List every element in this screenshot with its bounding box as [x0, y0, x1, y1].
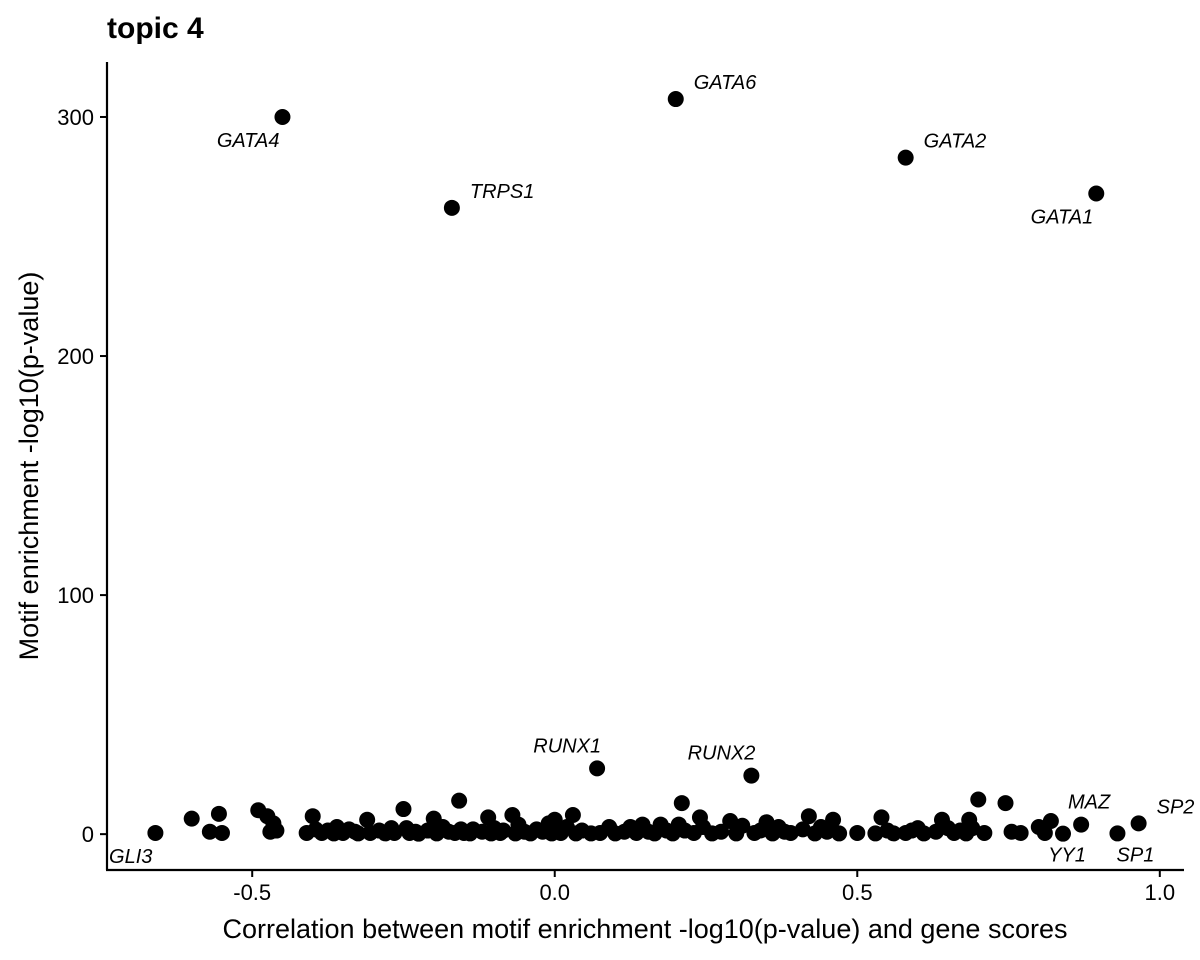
- x-tick-label: 0.5: [842, 880, 873, 905]
- data-point: [1042, 812, 1059, 829]
- data-point: [210, 805, 227, 822]
- data-point: [885, 825, 902, 842]
- data-point-gli3: [147, 824, 164, 841]
- data-point: [997, 795, 1014, 812]
- y-tick-label: 300: [57, 105, 94, 130]
- data-point: [734, 817, 751, 834]
- point-label-sp1: SP1: [1117, 844, 1155, 866]
- data-point-runx1: [589, 760, 606, 777]
- point-label-sp2: SP2: [1157, 796, 1195, 818]
- point-label-gata1: GATA1: [1031, 206, 1094, 228]
- y-tick-label: 200: [57, 344, 94, 369]
- data-point: [867, 825, 884, 842]
- data-point: [673, 795, 690, 812]
- y-tick-label: 100: [57, 583, 94, 608]
- data-point-sp2: [1130, 815, 1147, 832]
- data-point: [1012, 824, 1029, 841]
- data-point: [825, 811, 842, 828]
- x-tick-label: 1.0: [1145, 880, 1176, 905]
- data-point: [183, 810, 200, 827]
- data-point: [800, 808, 817, 825]
- data-point: [713, 823, 730, 840]
- data-point: [564, 807, 581, 824]
- chart-title: topic 4: [107, 12, 204, 45]
- x-tick-label: 0.0: [539, 880, 570, 905]
- y-axis-title: Motif enrichment -log10(p-value): [14, 272, 44, 661]
- data-point: [1036, 824, 1053, 841]
- data-point: [386, 824, 403, 841]
- data-point: [722, 812, 739, 829]
- data-point: [849, 824, 866, 841]
- point-label-gli3: GLI3: [109, 846, 152, 868]
- point-label-runx1: RUNX1: [533, 735, 601, 757]
- data-point: [782, 824, 799, 841]
- data-point-gata4: [274, 108, 291, 125]
- axis-ticks: -0.5 0.0 0.5 1.0 0 100 200 300: [57, 105, 1175, 905]
- point-label-maz: MAZ: [1068, 792, 1111, 814]
- point-labels-layer: GATA4 GATA6 TRPS1 GATA2 GATA1 RUNX1 RUNX2 MAZ SP…: [109, 72, 1194, 868]
- x-tick-label: -0.5: [233, 880, 271, 905]
- data-point-trps1: [443, 199, 460, 216]
- data-point: [495, 822, 512, 839]
- data-point-sp1: [1109, 825, 1126, 842]
- data-point-gata6: [667, 91, 684, 108]
- data-point-maz: [1073, 816, 1090, 833]
- data-point: [970, 791, 987, 808]
- data-point: [268, 822, 285, 839]
- y-tick-label: 0: [82, 822, 94, 847]
- data-point: [976, 824, 993, 841]
- point-label-gata2: GATA2: [924, 131, 987, 153]
- point-label-trps1: TRPS1: [470, 181, 534, 203]
- point-label-yy1: YY1: [1048, 845, 1086, 867]
- point-label-gata4: GATA4: [217, 130, 280, 152]
- data-point: [350, 825, 367, 842]
- data-point: [304, 808, 321, 825]
- data-point: [395, 801, 412, 818]
- x-axis-title: Correlation between motif enrichment -lo…: [223, 914, 1068, 944]
- data-point: [819, 823, 836, 840]
- data-point-runx2: [743, 767, 760, 784]
- data-point: [213, 824, 230, 841]
- data-point: [359, 811, 376, 828]
- data-point: [201, 823, 218, 840]
- data-point-gata1: [1088, 185, 1105, 202]
- data-point: [451, 792, 468, 809]
- data-point: [794, 821, 811, 838]
- data-point: [915, 825, 932, 842]
- point-label-runx2: RUNX2: [688, 743, 756, 765]
- data-point: [831, 825, 848, 842]
- data-point-gata2: [897, 149, 914, 166]
- point-label-gata6: GATA6: [694, 72, 757, 94]
- data-point: [964, 820, 981, 837]
- points-layer: [147, 91, 1147, 842]
- data-point-yy1: [1054, 825, 1071, 842]
- data-point: [927, 823, 944, 840]
- data-point: [873, 809, 890, 826]
